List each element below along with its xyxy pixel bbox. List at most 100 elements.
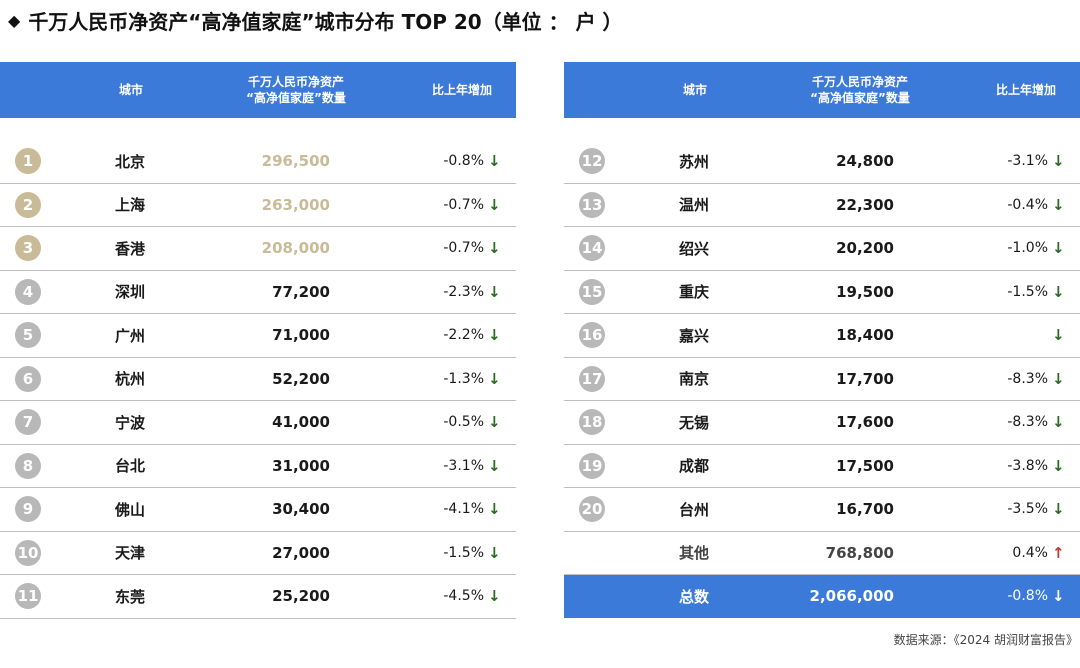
table-body-right: 12 苏州 24,800 -3.1% ↓ 13 温州 22,300 -0.4% ↓ 14 绍兴 20,2… xyxy=(564,140,1080,618)
change-value: -3.5% xyxy=(1007,501,1048,517)
chart-title: ◆ 千万人民币净资产“高净值家庭”城市分布 TOP 20（单位 ： 户 ） xyxy=(8,6,623,34)
table-row: 6 杭州 52,200 -1.3% ↓ xyxy=(0,358,516,401)
table-row: 15 重庆 19,500 -1.5% ↓ xyxy=(564,271,1080,314)
source-note: 数据来源：《2024 胡润财富报告》 xyxy=(893,633,1078,647)
change-value: -3.8% xyxy=(1007,457,1048,474)
arrow-down-icon: ↓ xyxy=(1052,239,1065,257)
household-count: 768,800 xyxy=(825,543,894,562)
rank-badge: 10 xyxy=(15,539,41,566)
change-value: -0.5% xyxy=(443,414,484,430)
city-name: 嘉兴 xyxy=(679,326,710,345)
city-name: 台北 xyxy=(115,457,146,475)
arrow-down-icon: ↓ xyxy=(488,543,501,562)
table-row: 8 台北 31,000 -3.1% ↓ xyxy=(0,445,516,488)
city-name: 总数 xyxy=(679,587,710,606)
household-count: 20,200 xyxy=(836,239,894,257)
household-count: 296,500 xyxy=(261,152,330,170)
table-row: 1 北京 296,500 -0.8% ↓ xyxy=(0,140,516,184)
table-right: 城市 千万人民币净资产 “高净值家庭”数量 比上年增加 12 苏州 24,800 -3… xyxy=(564,62,1080,618)
change-value: -8.3% xyxy=(1007,370,1048,387)
change-value: -0.7% xyxy=(443,196,484,213)
change-value: -8.3% xyxy=(1007,414,1048,430)
household-count: 17,500 xyxy=(836,456,894,475)
change-value: -4.1% xyxy=(443,501,484,517)
table-row: 17 南京 17,700 -8.3% ↓ xyxy=(564,358,1080,401)
arrow-down-icon: ↓ xyxy=(1052,326,1065,344)
change-value: -0.4% xyxy=(1007,196,1048,213)
table-row: 14 绍兴 20,200 -1.0% ↓ xyxy=(564,227,1080,271)
city-name: 温州 xyxy=(679,196,710,214)
table-row: 18 无锡 17,600 -8.3% ↓ xyxy=(564,401,1080,445)
table-row: 2 上海 263,000 -0.7% ↓ xyxy=(0,184,516,227)
rank-badge: 17 xyxy=(579,365,605,392)
table-row: 10 天津 27,000 -1.5% ↓ xyxy=(0,532,516,575)
city-name: 上海 xyxy=(115,196,146,214)
arrow-down-icon: ↓ xyxy=(1052,369,1065,388)
city-name: 南京 xyxy=(679,370,710,388)
change-value: -1.5% xyxy=(1007,283,1048,300)
rank-badge: 20 xyxy=(579,496,605,522)
change-value: -1.5% xyxy=(443,544,484,561)
rank-badge: 14 xyxy=(579,235,605,261)
arrow-up-icon: ↑ xyxy=(1052,543,1065,562)
arrow-down-icon: ↓ xyxy=(1052,587,1065,605)
rank-badge: 18 xyxy=(579,409,605,435)
rank-badge: 7 xyxy=(15,409,41,435)
household-count: 77,200 xyxy=(272,282,330,301)
city-name: 佛山 xyxy=(115,500,146,519)
household-count: 2,066,000 xyxy=(809,587,894,605)
rank-badge: 16 xyxy=(579,322,605,348)
change-value: 0.4% xyxy=(1012,544,1048,561)
city-name: 东莞 xyxy=(115,587,146,606)
city-name: 香港 xyxy=(115,239,146,258)
household-count: 263,000 xyxy=(261,195,330,214)
column-header-city: 城市 xyxy=(118,83,143,97)
city-name: 杭州 xyxy=(115,370,146,388)
arrow-down-icon: ↓ xyxy=(1052,282,1065,301)
city-name: 苏州 xyxy=(679,152,710,171)
change-value: -3.1% xyxy=(1007,153,1048,169)
table-row: 13 温州 22,300 -0.4% ↓ xyxy=(564,184,1080,227)
rank-badge: 13 xyxy=(579,191,605,218)
table-row: 20 台州 16,700 -3.5% ↓ xyxy=(564,488,1080,532)
household-count: 52,200 xyxy=(272,369,330,388)
city-name: 北京 xyxy=(115,152,146,171)
arrow-down-icon: ↓ xyxy=(1052,500,1065,518)
rank-badge: 15 xyxy=(579,278,605,305)
change-value: -1.0% xyxy=(1007,240,1048,256)
household-count: 19,500 xyxy=(836,282,894,301)
change-value: -0.8% xyxy=(1007,588,1048,604)
arrow-down-icon: ↓ xyxy=(488,239,501,257)
arrow-down-icon: ↓ xyxy=(488,195,501,214)
table-header-left: 城市 千万人民币净资产 “高净值家庭”数量 比上年增加 xyxy=(0,62,516,118)
rank-badge: 3 xyxy=(15,235,41,261)
city-name: 天津 xyxy=(115,544,146,562)
rank-badge: 9 xyxy=(15,496,41,522)
arrow-down-icon: ↓ xyxy=(1052,195,1065,214)
arrow-down-icon: ↓ xyxy=(488,369,501,388)
household-count: 25,200 xyxy=(272,587,330,605)
city-name: 其他 xyxy=(679,544,710,562)
table-row: 16 嘉兴 18,400 ↓ xyxy=(564,314,1080,358)
household-count: 31,000 xyxy=(272,456,330,475)
table-row: 7 宁波 41,000 -0.5% ↓ xyxy=(0,401,516,445)
arrow-down-icon: ↓ xyxy=(488,326,501,344)
rank-badge: 5 xyxy=(15,322,41,348)
table-row: 12 苏州 24,800 -3.1% ↓ xyxy=(564,140,1080,184)
rank-badge: 4 xyxy=(15,278,41,305)
household-count: 17,700 xyxy=(836,369,894,388)
column-header-count: 千万人民币净资产 “高净值家庭”数量 xyxy=(810,75,910,105)
household-count: 30,400 xyxy=(272,500,330,518)
table-row: 9 佛山 30,400 -4.1% ↓ xyxy=(0,488,516,532)
rank-badge: 11 xyxy=(15,583,41,609)
city-name: 重庆 xyxy=(679,283,710,301)
column-header-change: 比上年增加 xyxy=(431,83,492,97)
arrow-down-icon: ↓ xyxy=(1052,456,1065,475)
rank-badge: 1 xyxy=(15,148,41,174)
change-value: -0.7% xyxy=(443,240,484,256)
city-name: 台州 xyxy=(679,500,710,519)
city-name: 成都 xyxy=(679,457,710,475)
arrow-down-icon: ↓ xyxy=(488,413,501,431)
household-count: 17,600 xyxy=(836,413,894,431)
diamond-icon: ◆ xyxy=(8,10,21,30)
